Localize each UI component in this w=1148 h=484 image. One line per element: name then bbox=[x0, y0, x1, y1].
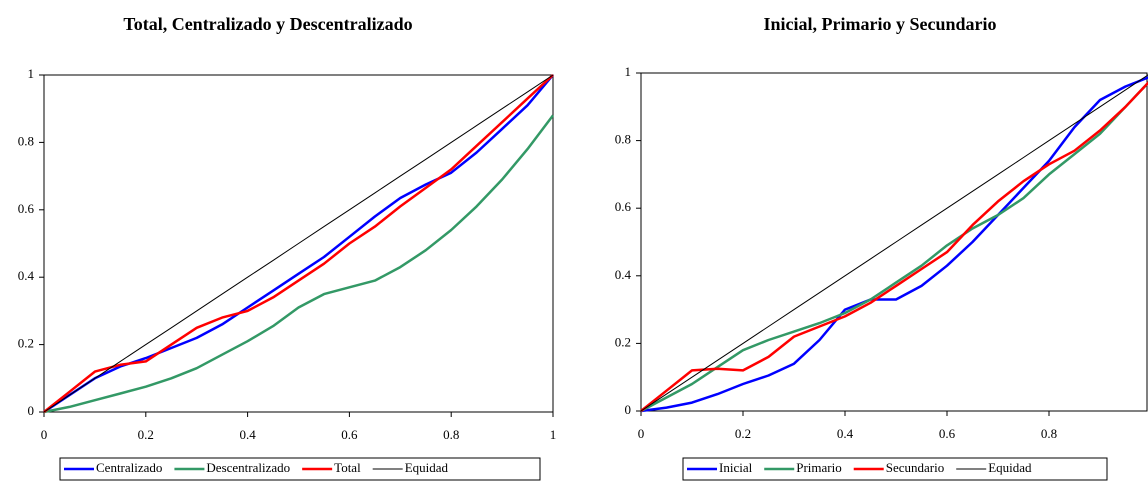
x-tick-label: 0 bbox=[41, 427, 48, 442]
legend-label: Equidad bbox=[988, 460, 1032, 475]
series-line bbox=[640, 81, 1148, 413]
y-tick-label: 0.4 bbox=[615, 267, 632, 282]
y-tick-label: 0 bbox=[28, 403, 35, 418]
y-tick-label: 0.2 bbox=[18, 336, 34, 351]
x-tick-label: 0 bbox=[638, 426, 645, 441]
y-tick-label: 0.8 bbox=[18, 133, 34, 148]
y-tick-label: 1 bbox=[28, 66, 35, 81]
y-tick-label: 0.6 bbox=[18, 201, 35, 216]
x-tick-label: 0.4 bbox=[837, 426, 854, 441]
legend-box bbox=[59, 457, 541, 481]
legend-label: Inicial bbox=[719, 460, 753, 475]
x-tick-label: 0.2 bbox=[138, 427, 154, 442]
legend-label: Total bbox=[334, 460, 361, 475]
x-tick-label: 0.2 bbox=[735, 426, 751, 441]
series-line bbox=[640, 81, 1148, 412]
y-tick-label: 0.6 bbox=[615, 199, 632, 214]
legend-label: Primario bbox=[796, 460, 842, 475]
x-tick-label: 1 bbox=[550, 427, 557, 442]
legend-box bbox=[682, 457, 1108, 481]
y-tick-label: 0.4 bbox=[18, 268, 35, 283]
legend-label: Descentralizado bbox=[206, 460, 290, 475]
legend-label: Secundario bbox=[886, 460, 944, 475]
series-line bbox=[43, 74, 554, 413]
series-line bbox=[43, 114, 554, 414]
x-tick-label: 0.8 bbox=[443, 427, 459, 442]
x-tick-label: 0.8 bbox=[1041, 426, 1057, 441]
chart-title: Inicial, Primario y Secundario bbox=[764, 14, 997, 34]
legend-label: Equidad bbox=[405, 460, 449, 475]
plot-frame bbox=[43, 74, 554, 413]
y-tick-label: 0 bbox=[625, 402, 632, 417]
y-tick-label: 0.2 bbox=[615, 334, 631, 349]
y-tick-label: 0.8 bbox=[615, 132, 631, 147]
chart-title: Total, Centralizado y Descentralizado bbox=[123, 14, 412, 34]
series-line bbox=[640, 76, 1148, 413]
x-tick-label: 0.6 bbox=[341, 427, 358, 442]
y-tick-label: 1 bbox=[625, 64, 632, 79]
series-line bbox=[640, 74, 1148, 412]
x-tick-label: 0.4 bbox=[239, 427, 256, 442]
x-tick-label: 0.6 bbox=[939, 426, 956, 441]
legend-label: Centralizado bbox=[96, 460, 162, 475]
series-line bbox=[43, 74, 554, 413]
plot-frame bbox=[640, 72, 1148, 412]
